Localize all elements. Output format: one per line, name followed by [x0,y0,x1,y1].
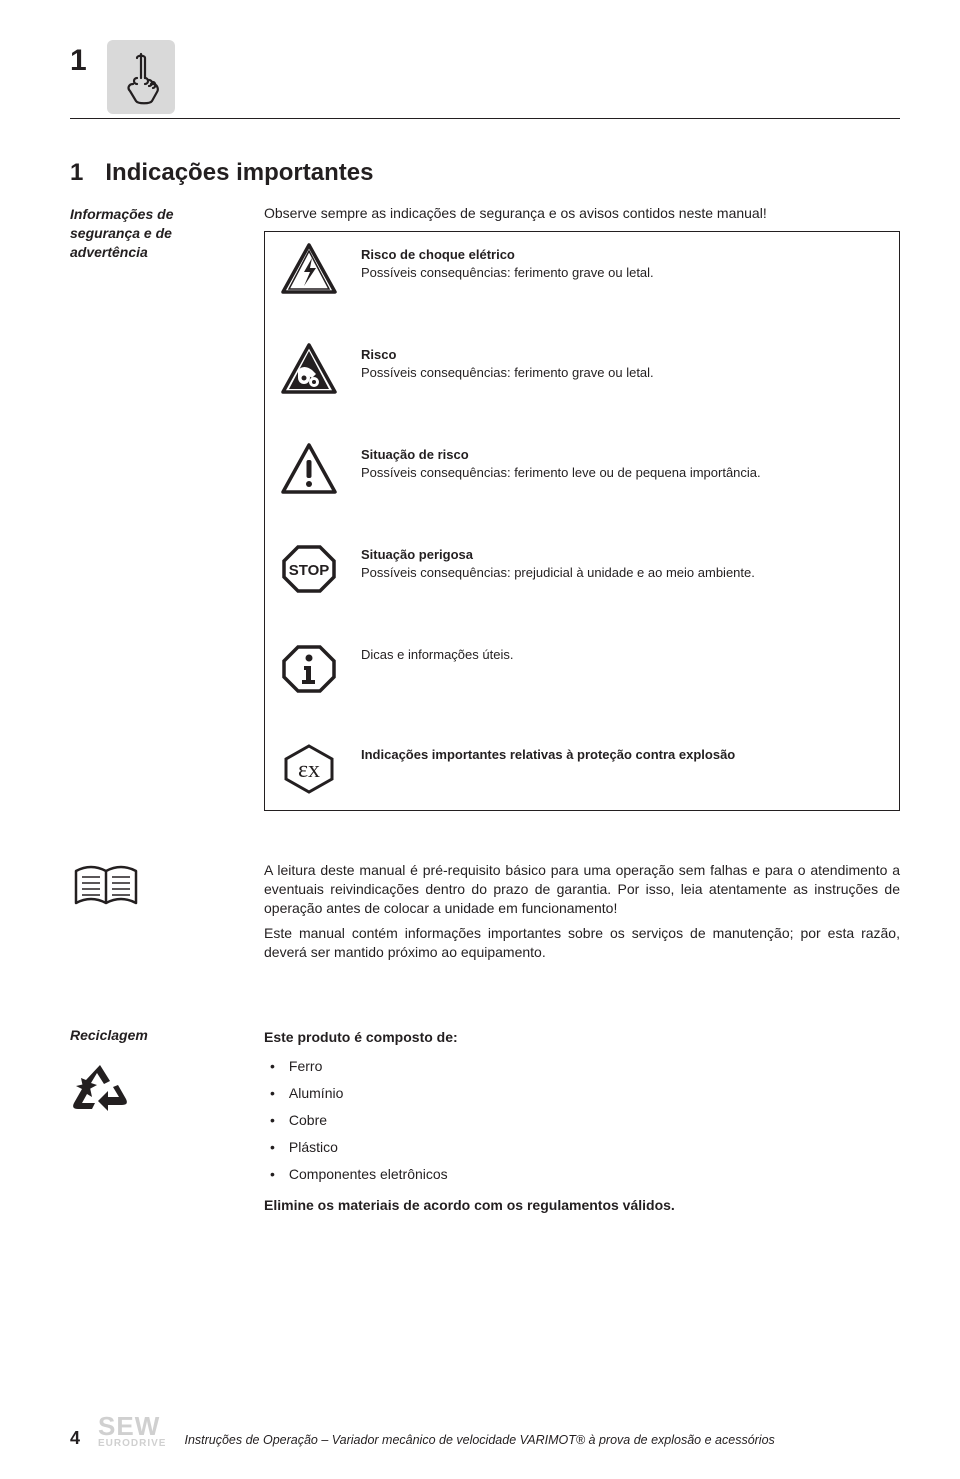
book-text: A leitura deste manual é pré-requisito b… [264,861,900,967]
page-footer: 4 SEW EURODRIVE Instruções de Operação –… [70,1415,900,1449]
warn-text-info: Dicas e informações úteis. [361,642,885,664]
footer-logo: SEW EURODRIVE [98,1415,166,1449]
logo-main: SEW [98,1415,166,1438]
svg-text:STOP: STOP [289,562,330,579]
list-item: Plástico [264,1137,900,1158]
risk-gear-icon [279,342,339,396]
list-item: Cobre [264,1110,900,1131]
recycle-icon [70,1061,130,1119]
warn-desc: Indicações importantes relativas à prote… [361,747,735,762]
footer-text: Instruções de Operação – Variador mecâni… [184,1433,900,1449]
header-section-number: 1 [70,46,87,114]
logo-sub: EURODRIVE [98,1438,166,1449]
recycle-left: Reciclagem [70,1027,240,1124]
section-title-text: Indicações importantes [105,159,373,186]
recycle-list: Ferro Alumínio Cobre Plástico Componente… [264,1056,900,1185]
safety-block: Informações de segurança e de advertênci… [70,205,900,811]
exclamation-triangle-icon [279,442,339,496]
hand-icon-box [107,40,175,114]
open-book-icon [72,861,140,913]
ex-hexagon-icon: εx [279,742,339,796]
recycle-label: Reciclagem [70,1027,240,1043]
warn-desc: Possíveis consequências: prejudicial à u… [361,565,755,580]
svg-text:εx: εx [298,757,320,783]
book-para-2: Este manual contém informações important… [264,924,900,962]
warn-text-risk: Risco Possíveis consequências: ferimento… [361,342,885,381]
pointing-hand-icon [119,48,163,106]
document-page: 1 1 Indicações importantes Informações de… [0,0,960,1479]
warn-row-info: Dicas e informações úteis. [279,642,885,696]
warning-box: Risco de choque elétrico Possíveis conse… [264,231,900,811]
book-block: A leitura deste manual é pré-requisito b… [70,861,900,967]
book-icon-col [70,861,240,913]
recycle-right: Este produto é composto de: Ferro Alumín… [264,1027,900,1216]
safety-intro: Observe sempre as indicações de seguranç… [264,205,900,221]
warn-row-stop: STOP Situação perigosa Possíveis consequ… [279,542,885,596]
warn-row-risk: Risco Possíveis consequências: ferimento… [279,342,885,396]
warn-title: Risco [361,347,396,362]
list-item: Ferro [264,1056,900,1077]
list-item: Alumínio [264,1083,900,1104]
warn-title: Situação de risco [361,447,469,462]
warn-row-electric: Risco de choque elétrico Possíveis conse… [279,242,885,296]
warn-title: Risco de choque elétrico [361,247,515,262]
book-para-1: A leitura deste manual é pré-requisito b… [264,861,900,918]
warn-desc: Possíveis consequências: ferimento grave… [361,265,654,280]
warn-text-stop: Situação perigosa Possíveis consequência… [361,542,885,581]
warn-row-ex: εx Indicações importantes relativas à pr… [279,742,885,796]
footer-page-number: 4 [70,1428,80,1449]
warn-row-caution: Situação de risco Possíveis consequência… [279,442,885,496]
section-title-number: 1 [70,159,83,186]
stop-octagon-icon: STOP [279,542,339,596]
safety-left-label: Informações de segurança e de advertênci… [70,205,240,262]
warn-text-ex: Indicações importantes relativas à prote… [361,742,885,764]
recycle-footer: Elimine os materiais de acordo com os re… [264,1195,900,1216]
warn-desc: Possíveis consequências: ferimento leve … [361,465,761,480]
warn-desc: Possíveis consequências: ferimento grave… [361,365,654,380]
list-item: Componentes eletrônicos [264,1164,900,1185]
safety-right: Observe sempre as indicações de seguranç… [264,205,900,811]
recycle-block: Reciclagem Este produto é composto de: F… [70,1027,900,1216]
warn-text-electric: Risco de choque elétrico Possíveis conse… [361,242,885,281]
warn-desc: Dicas e informações úteis. [361,647,513,662]
page-header: 1 [70,40,900,119]
warn-title: Situação perigosa [361,547,473,562]
info-octagon-icon [279,642,339,696]
section-title: 1 Indicações importantes [70,159,900,187]
recycle-heading: Este produto é composto de: [264,1027,900,1048]
electric-shock-icon [279,242,339,296]
warn-text-caution: Situação de risco Possíveis consequência… [361,442,885,481]
